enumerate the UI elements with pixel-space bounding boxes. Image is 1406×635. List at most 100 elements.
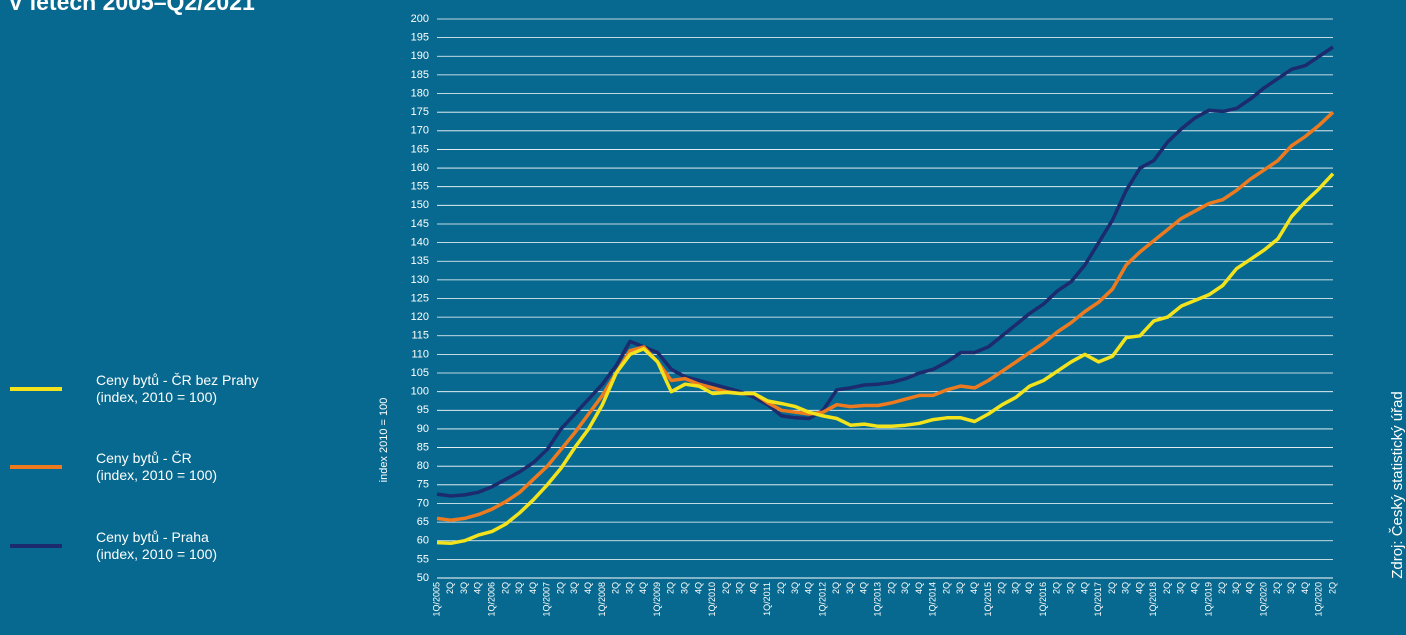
y-tick-label: 60 [417, 535, 429, 547]
x-tick-label: 1Q/2011 [762, 582, 772, 616]
x-tick-label: 2Q [1327, 582, 1337, 594]
x-tick-label: 2Q [941, 582, 951, 594]
x-tick-label: 4Q [1079, 582, 1089, 594]
x-tick-label: 2Q [500, 582, 510, 594]
y-tick-label: 180 [411, 87, 429, 99]
x-tick-label: 2Q [1272, 582, 1282, 594]
x-tick-label: 2Q [1162, 582, 1172, 594]
y-tick-label: 120 [411, 311, 429, 323]
x-tick-label: 1Q/2007 [542, 582, 552, 617]
line-series [436, 45, 1334, 498]
x-tick-label: 3Q [679, 582, 689, 594]
y-tick-label: 130 [411, 274, 429, 286]
x-tick-label: 1Q/2008 [597, 582, 607, 617]
x-tick-label: 4Q [748, 582, 758, 594]
y-tick-label: 75 [417, 479, 429, 491]
y-tick-label: 125 [411, 292, 429, 304]
y-tick-label: 55 [417, 553, 429, 565]
x-tick-label: 3Q [900, 582, 910, 594]
y-tick-label: 90 [417, 423, 429, 435]
x-tick-label: 4Q [473, 582, 483, 594]
x-tick-label: 3Q [955, 582, 965, 594]
y-tick-label: 165 [411, 143, 429, 155]
x-tick-label: 2Q [445, 582, 455, 594]
x-tick-label: 1Q/2020 [1258, 582, 1268, 617]
x-tick-label: 3Q [1176, 582, 1186, 594]
x-tick-label: 4Q [1300, 582, 1310, 594]
x-tick-label: 3Q [1010, 582, 1020, 594]
y-tick-label: 85 [417, 441, 429, 453]
x-tick-label: 3Q [624, 582, 634, 594]
x-tick-label: 4Q [638, 582, 648, 594]
x-tick-label: 1Q/2006 [487, 582, 497, 617]
y-tick-label: 175 [411, 106, 429, 118]
x-tick-label: 3Q [1231, 582, 1241, 594]
x-tick-label: 2Q [776, 582, 786, 594]
legend-label: Ceny bytů - ČR (index, 2010 = 100) [96, 450, 218, 483]
x-tick-label: 2Q [886, 582, 896, 594]
x-tick-label: 1Q/2019 [1203, 582, 1213, 617]
y-tick-label: 70 [417, 497, 429, 509]
x-tick-label: 3Q [1121, 582, 1131, 594]
y-tick-label: 190 [411, 50, 429, 62]
x-tick-label: 4Q [859, 582, 869, 594]
x-tick-label: 3Q [1286, 582, 1296, 594]
x-tick-label: 4Q [969, 582, 979, 594]
y-tick-label: 200 [411, 13, 429, 25]
x-tick-label: 3Q [514, 582, 524, 594]
source: Zdroj: Český statistický úřad [1389, 391, 1406, 579]
y-tick-label: 150 [411, 199, 429, 211]
y-tick-label: 115 [411, 330, 429, 342]
x-tick-label: 2Q [555, 582, 565, 594]
x-tick-label: 1Q/2015 [983, 582, 993, 617]
legend-swatch [10, 465, 62, 469]
x-tick-label: 3Q [459, 582, 469, 594]
y-tick-label: 155 [411, 181, 429, 193]
x-tick-label: 1Q/2017 [1093, 582, 1103, 617]
x-tick-label: 4Q [1190, 582, 1200, 594]
y-tick-label: 185 [411, 69, 429, 81]
legend-swatch [10, 387, 62, 391]
x-tick-label: 2Q [997, 582, 1007, 594]
x-tick-label: 1Q/2012 [817, 582, 827, 617]
x-tick-label: 4Q [583, 582, 593, 594]
x-tick-label: 2Q [1107, 582, 1117, 594]
x-tick-label: 1Q/2010 [707, 582, 717, 617]
x-tick-label: 4Q [1245, 582, 1255, 594]
x-tick-label: 3Q [790, 582, 800, 594]
x-tick-label: 1Q/2009 [652, 582, 662, 617]
x-tick-label: 4Q [1134, 582, 1144, 594]
x-tick-label: 3Q [845, 582, 855, 594]
y-tick-label: 145 [411, 218, 429, 230]
legend-label: Ceny bytů - Praha (index, 2010 = 100) [96, 529, 218, 562]
y-tick-label: 105 [411, 367, 429, 379]
x-tick-label: 1Q/2020 [1314, 582, 1324, 617]
x-tick-label: 4Q [804, 582, 814, 594]
y-tick-label: 95 [417, 404, 429, 416]
x-tick-label: 4Q [914, 582, 924, 594]
legend-swatch [10, 544, 62, 548]
x-tick-label: 4Q [528, 582, 538, 594]
x-tick-label: 4Q [693, 582, 703, 594]
y-tick-label: 170 [411, 125, 429, 137]
y-tick-label: 65 [417, 516, 429, 528]
x-tick-label: 4Q [1024, 582, 1034, 594]
x-tick-label: 1Q/2014 [928, 582, 938, 617]
chart-title: V letech 2005–Q2/2021 [8, 0, 255, 15]
line-series [436, 172, 1335, 546]
y-tick-label: 80 [417, 460, 429, 472]
y-tick-label: 195 [411, 32, 429, 44]
x-tick-label: 3Q [569, 582, 579, 594]
y-tick-label: 160 [411, 162, 429, 174]
y-axis-label: index 2010 = 100 [378, 398, 390, 483]
x-tick-label: 2Q [666, 582, 676, 594]
x-tick-label: 1Q/2018 [1148, 582, 1158, 617]
x-tick-label: 2Q [1217, 582, 1227, 594]
x-tick-label: 1Q/2013 [872, 582, 882, 617]
x-tick-label: 3Q [1065, 582, 1075, 594]
y-tick-label: 135 [411, 255, 429, 267]
legend-label: Ceny bytů - ČR bez Prahy (index, 2010 = … [96, 372, 259, 405]
y-tick-label: 50 [417, 572, 429, 584]
